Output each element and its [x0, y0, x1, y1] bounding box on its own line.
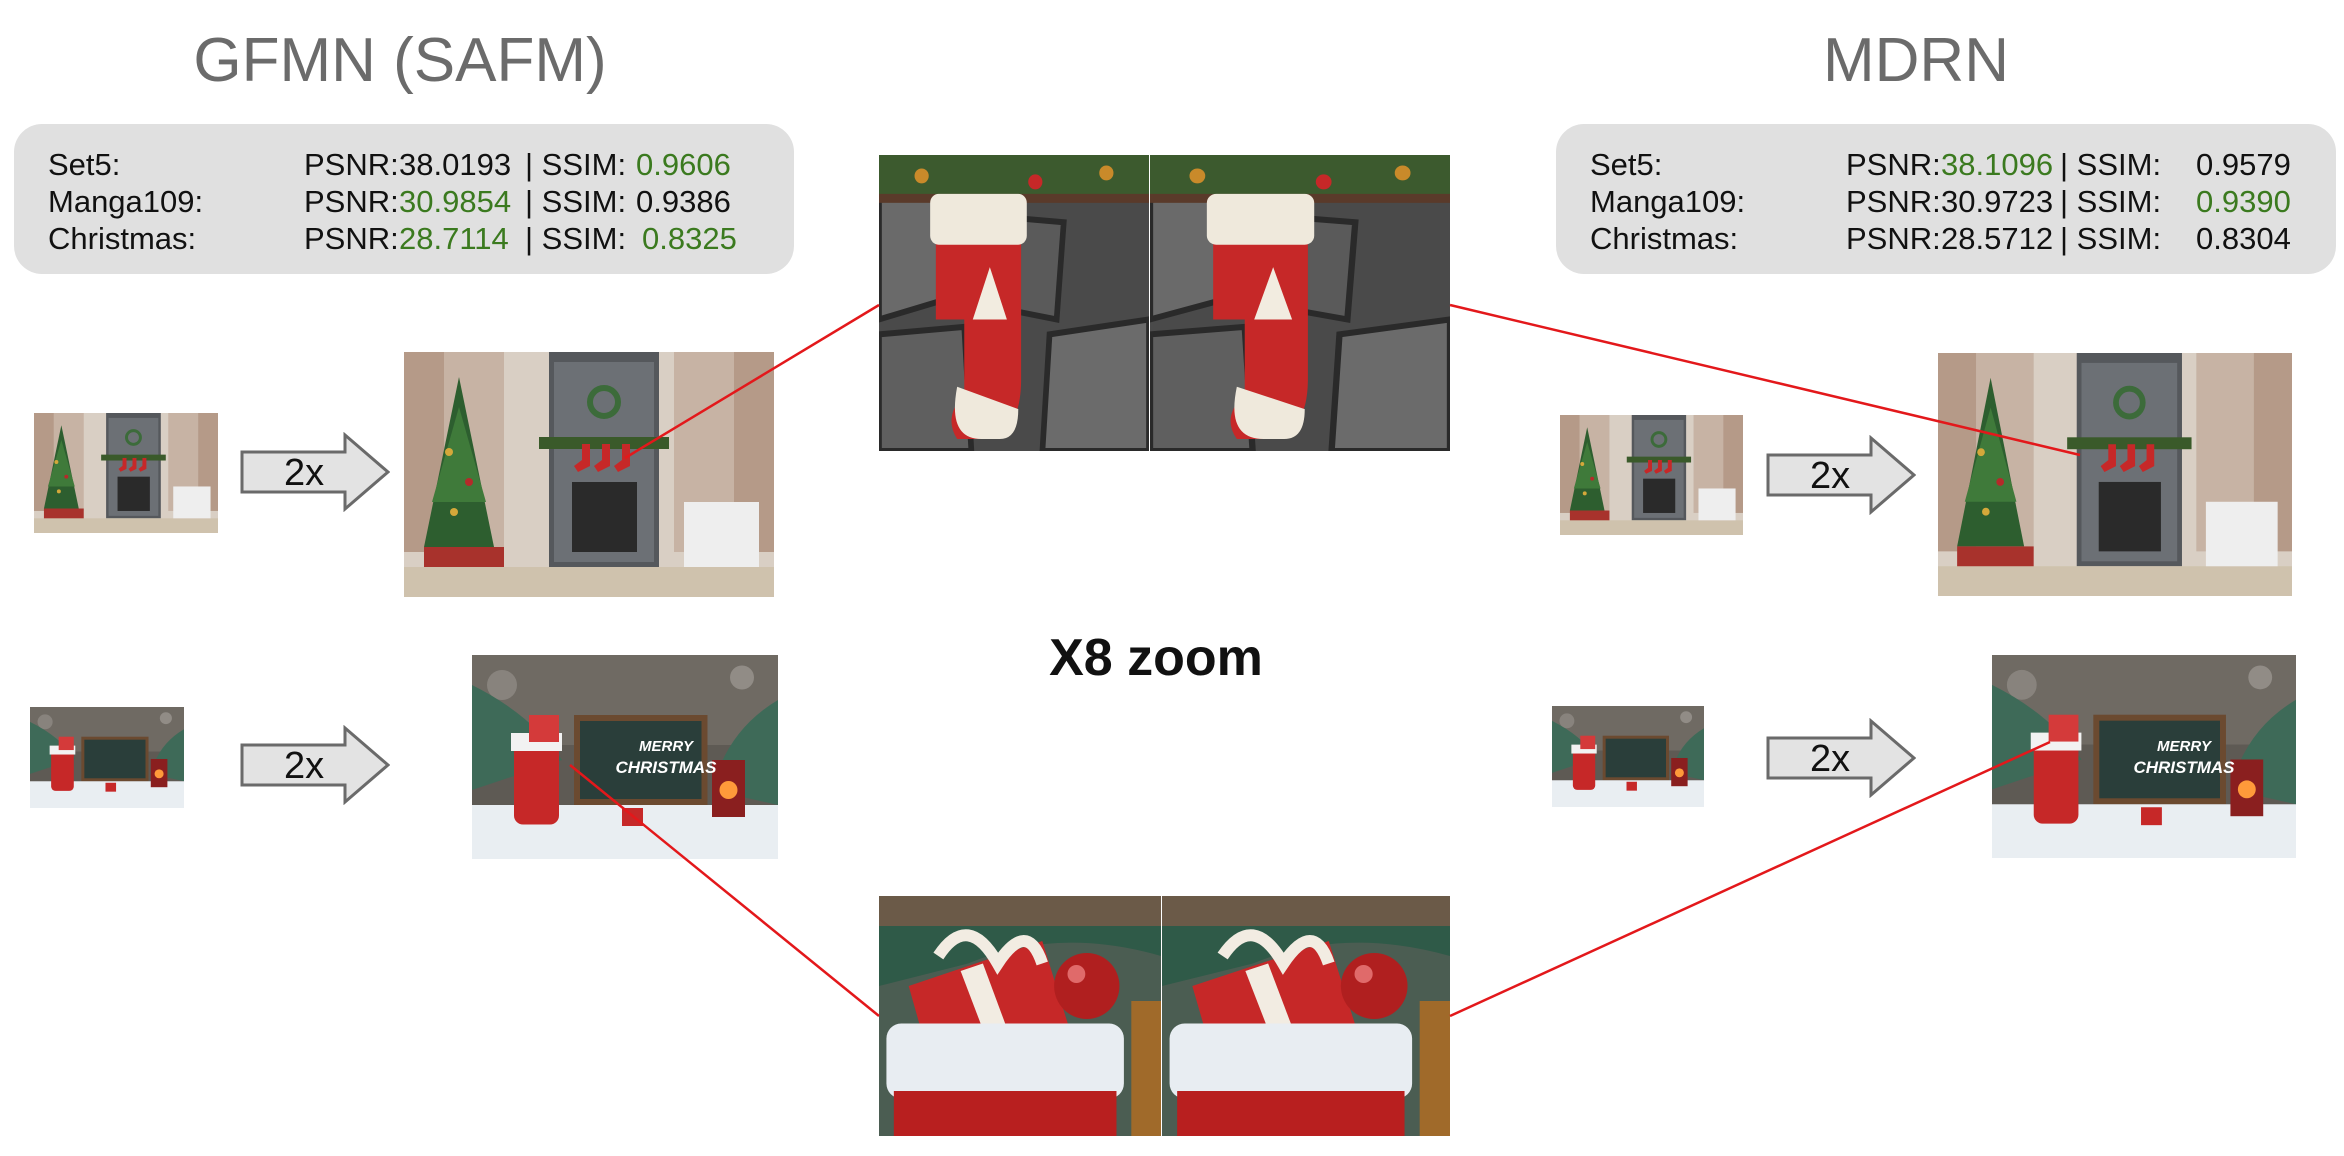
left-top-arrow: 2x	[240, 432, 390, 512]
right-title: MDRN	[1823, 26, 2009, 95]
left-dataset-christmas: Christmas:	[48, 221, 197, 256]
left-metrics-box: Set5: Manga109: Christmas: PSNR: 38.0193…	[14, 124, 794, 274]
right-ssim-label-0: | SSIM:	[2060, 147, 2162, 182]
left-ssim-label-0: | SSIM:	[525, 147, 627, 182]
right-psnr-label-2: PSNR:	[1846, 221, 1950, 256]
left-psnr-label-0: PSNR:	[304, 147, 408, 182]
zoom-stockings-right	[1150, 155, 1450, 451]
left-title: GFMN (SAFM)	[193, 26, 607, 95]
left-ssim-value-2: 0.8325	[642, 221, 737, 256]
left-ssim-label-2: | SSIM:	[525, 221, 627, 256]
right-top-arrow: 2x	[1766, 435, 1916, 515]
left-bottom-arrow: 2x	[240, 725, 390, 805]
right-ssim-label-2: | SSIM:	[2060, 221, 2162, 256]
right-metrics-box: Set5: Manga109: Christmas: PSNR: 38.1096…	[1556, 124, 2336, 274]
zoom-present-left	[879, 896, 1161, 1136]
right-room-lowres	[1560, 415, 1743, 535]
zoom-present-right	[1162, 896, 1450, 1136]
left-dataset-set5: Set5:	[48, 147, 121, 182]
right-ssim-label-1: | SSIM:	[2060, 184, 2162, 219]
left-room-lowres	[34, 413, 218, 533]
right-psnr-value-1: 30.9723	[1941, 184, 2054, 219]
left-psnr-label-2: PSNR:	[304, 221, 408, 256]
zoom-stockings-left	[879, 155, 1149, 451]
right-card-lowres	[1552, 706, 1704, 807]
right-bottom-arrow: 2x	[1766, 718, 1916, 798]
left-dataset-manga109: Manga109:	[48, 184, 204, 219]
right-bottom-arrow-label: 2x	[1810, 738, 1851, 780]
left-ssim-value-1: 0.9386	[636, 184, 731, 219]
left-ssim-value-0: 0.9606	[636, 147, 731, 182]
left-bottom-arrow-label: 2x	[284, 745, 325, 787]
left-psnr-value-0: 38.0193	[399, 147, 512, 182]
left-ssim-label-1: | SSIM:	[525, 184, 627, 219]
right-psnr-label-1: PSNR:	[1846, 184, 1950, 219]
right-top-arrow-label: 2x	[1810, 455, 1851, 497]
right-ssim-value-1: 0.9390	[2196, 184, 2291, 219]
zoom-label: X8 zoom	[1049, 629, 1263, 687]
right-dataset-set5: Set5:	[1590, 147, 1663, 182]
left-psnr-label-1: PSNR:	[304, 184, 408, 219]
right-card-text-2: CHRISTMAS	[2133, 758, 2235, 777]
right-psnr-value-2: 28.5712	[1941, 221, 2054, 256]
right-room-upscaled	[1938, 353, 2292, 596]
left-card-text-1: MERRY	[639, 738, 693, 755]
left-psnr-value-1: 30.9854	[399, 184, 512, 219]
right-dataset-manga109: Manga109:	[1590, 184, 1746, 219]
right-ssim-value-2: 0.8304	[2196, 221, 2291, 256]
right-card-text-1: MERRY	[2157, 738, 2211, 755]
right-ssim-value-0: 0.9579	[2196, 147, 2291, 182]
left-top-arrow-label: 2x	[284, 452, 325, 494]
left-psnr-value-2: 28.7114	[399, 221, 509, 256]
left-card-upscaled: MERRY CHRISTMAS	[472, 655, 778, 859]
left-card-text-2: CHRISTMAS	[615, 758, 717, 777]
right-psnr-label-0: PSNR:	[1846, 147, 1950, 182]
right-dataset-christmas: Christmas:	[1590, 221, 1739, 256]
left-card-lowres	[30, 707, 184, 808]
right-psnr-value-0: 38.1096	[1941, 147, 2054, 182]
left-room-upscaled	[404, 352, 774, 597]
right-card-upscaled: MERRY CHRISTMAS	[1992, 655, 2296, 858]
connector-right-bottom	[1449, 740, 2051, 1018]
